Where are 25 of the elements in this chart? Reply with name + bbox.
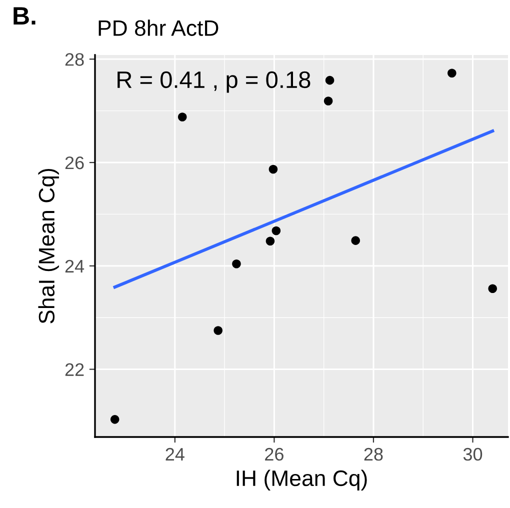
y-tick-label: 26 (65, 156, 84, 170)
x-tick-label: 26 (265, 448, 284, 461)
x-axis-title: IH (Mean Cq) (236, 470, 367, 491)
point (351, 236, 360, 245)
point (178, 112, 187, 122)
x-tick-label: 28 (364, 448, 383, 461)
point (232, 259, 241, 268)
x-tick-label: 30 (463, 448, 482, 461)
chart-title: PD 8hr ActD (98, 20, 218, 36)
point (324, 96, 333, 106)
text: B. (14, 7, 36, 24)
point (266, 236, 275, 246)
point (272, 226, 281, 236)
point (488, 284, 498, 294)
point (268, 164, 278, 174)
point (325, 76, 334, 85)
annotation: R = 0.41 , p = 0.18 (118, 71, 310, 93)
x-tick-label: 24 (166, 448, 184, 460)
point (110, 415, 120, 424)
y-axis-title: ShaI (Mean Cq) (38, 168, 59, 324)
point (214, 326, 222, 335)
y-tick-label: 24 (65, 260, 84, 272)
point (448, 68, 456, 78)
y-tick-label: 28 (65, 53, 84, 66)
y-tick-label: 22 (65, 363, 84, 376)
